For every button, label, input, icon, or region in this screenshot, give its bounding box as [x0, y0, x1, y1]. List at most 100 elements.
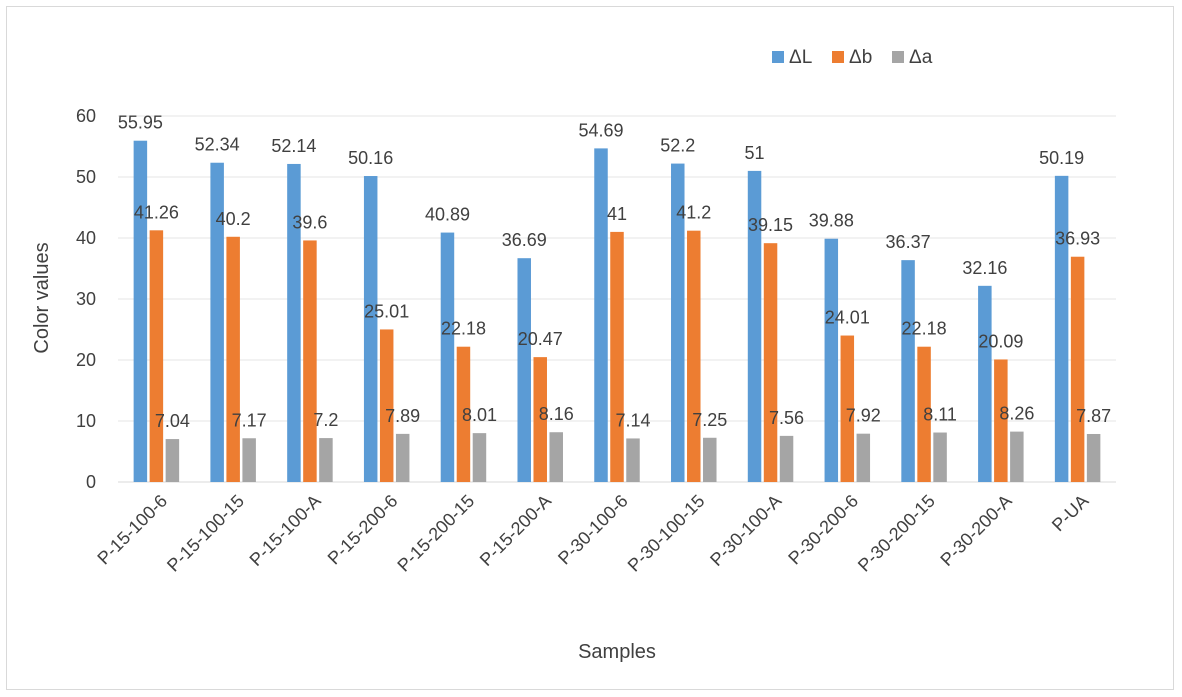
x-tick-label: P-UA: [1048, 491, 1093, 536]
data-label: 7.56: [769, 408, 804, 428]
bar-db: [149, 230, 164, 482]
bar-dl: [824, 238, 839, 482]
data-label: 20.09: [978, 331, 1023, 351]
bar-db: [687, 230, 701, 482]
bar-da: [626, 438, 640, 482]
y-tick-label: 30: [76, 289, 96, 309]
data-label: 41.2: [676, 203, 711, 223]
legend-label: Δb: [849, 47, 872, 68]
bar-dl: [517, 258, 531, 482]
legend-swatch: [892, 51, 904, 63]
bar-da: [549, 432, 563, 482]
bar-db: [456, 346, 471, 482]
data-label: 41.26: [134, 202, 179, 222]
bar-db: [379, 329, 394, 482]
data-label: 20.47: [518, 329, 563, 349]
bar-dl: [747, 170, 762, 482]
x-tick-label: P-30-100-A: [706, 491, 785, 570]
bar-db: [763, 243, 778, 482]
data-label: 25.01: [364, 301, 409, 321]
legend-label: ΔL: [789, 47, 812, 68]
bar-dl: [671, 163, 685, 482]
bar-da: [165, 439, 180, 482]
bar-db: [610, 231, 624, 482]
bar-db: [303, 240, 317, 482]
legend-label: Δa: [909, 47, 933, 68]
x-tick-label: P-15-100-A: [246, 491, 325, 570]
bar-da: [933, 432, 947, 482]
bar-dl: [287, 163, 301, 483]
data-label: 40.89: [425, 205, 470, 225]
data-label: 52.34: [195, 135, 240, 155]
x-tick-label: P-30-100-6: [554, 491, 632, 569]
bar-db: [533, 357, 547, 482]
data-label: 36.69: [502, 230, 547, 250]
x-tick-label: P-30-100-15: [624, 491, 709, 576]
bar-dl: [210, 162, 224, 482]
bar-da: [779, 435, 794, 482]
data-label: 7.87: [1076, 406, 1111, 426]
bars: [133, 140, 1101, 483]
data-label: 7.25: [692, 410, 727, 430]
bar-da: [1086, 433, 1101, 482]
data-label: 8.16: [539, 404, 574, 424]
x-tick-label: P-30-200-15: [854, 491, 939, 576]
bar-da: [395, 433, 410, 482]
data-label: 36.93: [1055, 229, 1100, 249]
y-tick-label: 0: [86, 472, 96, 492]
data-label: 8.01: [462, 405, 497, 425]
data-label: 50.16: [348, 148, 393, 168]
y-axis-title: Color values: [31, 242, 53, 353]
y-tick-label: 10: [76, 411, 96, 431]
legend-swatch: [832, 51, 844, 63]
x-axis-title: Samples: [578, 641, 656, 663]
data-label: 8.11: [923, 405, 957, 425]
bar-dl: [440, 232, 455, 482]
legend: ΔL Δb Δa: [772, 47, 933, 68]
data-labels: 55.9541.267.0452.3440.27.1752.1439.67.25…: [118, 113, 1111, 431]
bar-da: [472, 433, 487, 482]
data-label: 55.95: [118, 113, 163, 133]
data-label: 41: [607, 204, 627, 224]
y-tick-label: 20: [76, 350, 96, 370]
data-label: 8.26: [999, 404, 1034, 424]
data-label: 36.37: [886, 232, 931, 252]
data-label: 54.69: [578, 120, 623, 140]
bar-da: [319, 438, 333, 482]
legend-swatch: [772, 51, 784, 63]
bar-db: [1070, 256, 1085, 482]
bar-dl: [133, 140, 148, 482]
bar-dl: [1054, 175, 1069, 482]
data-label: 22.18: [441, 319, 486, 339]
data-label: 39.15: [748, 215, 793, 235]
x-tick-label: P-15-100-6: [93, 491, 171, 569]
bar-da: [242, 438, 256, 482]
bar-dl: [363, 176, 378, 483]
bar-da: [1010, 431, 1024, 482]
data-label: 7.2: [313, 410, 338, 430]
data-label: 40.2: [216, 209, 251, 229]
data-label: 39.6: [292, 212, 327, 232]
bar-db: [917, 346, 931, 482]
x-tick-label: P-30-200-6: [784, 491, 862, 569]
y-tick-label: 60: [76, 106, 96, 126]
bar-db: [226, 236, 240, 482]
data-label: 24.01: [825, 308, 870, 328]
data-label: 7.92: [846, 406, 881, 426]
bar-da: [703, 437, 717, 482]
data-label: 7.89: [385, 406, 420, 426]
data-label: 22.18: [902, 319, 947, 339]
x-tick-label: P-15-200-6: [324, 491, 402, 569]
data-label: 32.16: [962, 258, 1007, 278]
data-label: 52.14: [271, 136, 316, 156]
data-label: 39.88: [809, 211, 854, 231]
y-axis-ticks: 0 10 20 30 40 50 60: [76, 106, 96, 492]
bar-db: [994, 359, 1008, 482]
data-label: 7.14: [615, 410, 650, 430]
data-label: 7.17: [232, 410, 267, 430]
bar-dl: [901, 260, 915, 482]
bar-dl: [978, 285, 992, 482]
data-label: 51: [745, 143, 765, 163]
data-label: 50.19: [1039, 148, 1084, 168]
